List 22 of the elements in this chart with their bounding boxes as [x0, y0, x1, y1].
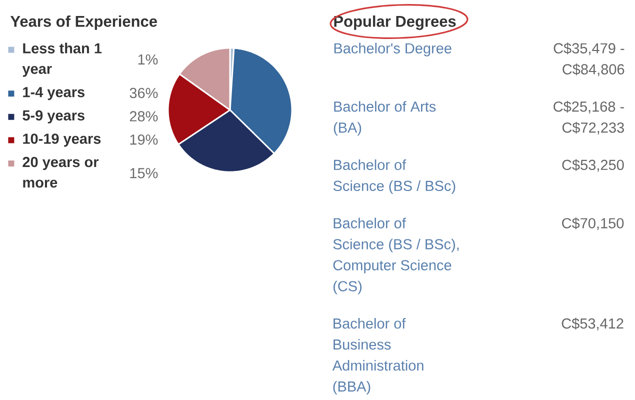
category-label: Bachelor of Business Administration (BBA) [332, 318, 424, 395]
text: C$53,250 [562, 159, 624, 172]
legend-label: 20 years or more [22, 156, 99, 188]
data-label: 1% [138, 54, 158, 65]
data-label: 19% [130, 134, 158, 145]
category-label: Bachelor of Arts (BA) [334, 101, 436, 136]
legend-label: 5-9 years [22, 110, 84, 124]
text: C$53,412 [562, 318, 624, 330]
data-label: 15% [130, 168, 158, 178]
chart-title: Years of Experience [10, 15, 157, 30]
legend-label: 10-19 years [23, 134, 101, 147]
data-label: 36% [130, 88, 158, 98]
category-label: Bachelor of Science (BS / BSc) [333, 159, 456, 194]
legend-label: Less than 1 year [22, 42, 102, 77]
text: C$35,479 - C$84,806 [554, 42, 624, 76]
data-label: 28% [130, 111, 158, 122]
text: C$25,168 - C$72,233 [554, 100, 624, 134]
legend-label: 1-4 years [23, 87, 84, 100]
category-label: Bachelor's Degree [334, 42, 452, 56]
category-label: Bachelor of Science (BS / BSc), Computer Science (CS) [333, 218, 459, 294]
text: Popular Degrees [334, 15, 456, 30]
text: C$70,150 [562, 217, 624, 230]
